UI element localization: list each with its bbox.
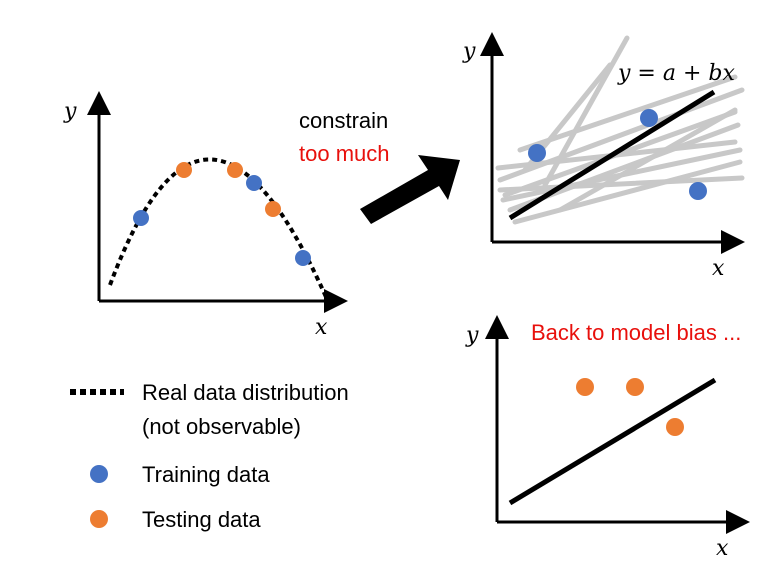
training-point: [689, 182, 707, 200]
testing-point: [626, 378, 644, 396]
candidate-line: [512, 159, 743, 225]
equation-label: y = a + bx: [617, 61, 735, 86]
legend-real-line2: (not observable): [142, 414, 301, 439]
arrow-label-too-much: too much: [299, 141, 390, 166]
training-point: [295, 250, 311, 266]
candidate-line: [497, 175, 745, 193]
constrain-arrow-group: constrain too much: [299, 108, 460, 224]
testing-point: [265, 201, 281, 217]
legend: Real data distribution (not observable) …: [70, 380, 349, 532]
testing-point: [227, 162, 243, 178]
bottom-right-panel: y x Back to model bias ...: [465, 315, 750, 561]
legend-training-dot-icon: [90, 465, 108, 483]
training-point: [246, 175, 262, 191]
arrow-label-constrain: constrain: [299, 108, 388, 133]
top-right-y-label: y: [462, 39, 476, 64]
candidate-line: [557, 107, 738, 213]
left-panel: y x: [63, 91, 348, 340]
top-right-panel: y x y = a + bx: [462, 31, 745, 281]
legend-testing-dot-icon: [90, 510, 108, 528]
bottom-right-x-label: x: [716, 536, 729, 561]
legend-training-label: Training data: [142, 462, 270, 487]
testing-point: [176, 162, 192, 178]
testing-point: [666, 418, 684, 436]
fitted-line: [508, 377, 717, 506]
left-x-label: x: [315, 315, 328, 340]
right-arrow-icon: [360, 155, 460, 224]
left-y-label: y: [63, 99, 77, 124]
real-distribution-curve: [108, 157, 328, 298]
training-point: [528, 144, 546, 162]
bottom-right-y-label: y: [465, 323, 479, 348]
legend-testing-label: Testing data: [142, 507, 261, 532]
training-point: [640, 109, 658, 127]
testing-point: [576, 378, 594, 396]
legend-real-line1: Real data distribution: [142, 380, 349, 405]
candidate-line: [542, 35, 630, 188]
model-bias-caption: Back to model bias ...: [531, 320, 741, 345]
candidate-line: [517, 74, 738, 153]
training-point: [133, 210, 149, 226]
top-right-x-label: x: [712, 256, 725, 281]
fitted-line: [508, 89, 716, 221]
